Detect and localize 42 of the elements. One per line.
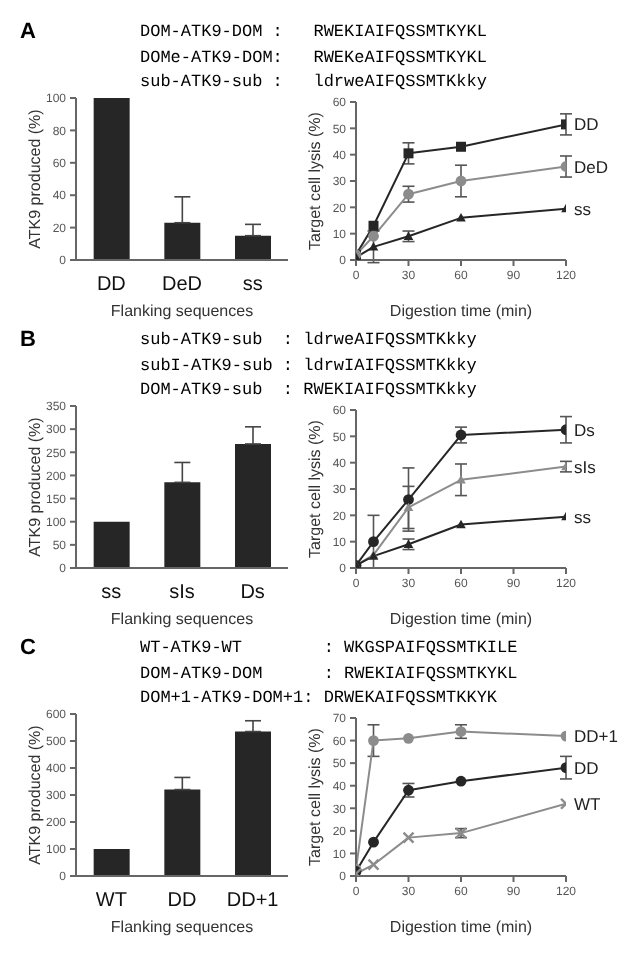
series-label: ss [574,198,591,219]
text: DOMe-ATK9-DOM: RWEKeAIFQSSMTKYKL [140,45,487,70]
x-axis-title: Flanking sequences [110,302,254,320]
series-label: ss [574,506,591,527]
text: sub-ATK9-sub : ldrweAIFQSSMTKkky [140,70,487,95]
series-label: Ds [574,419,595,440]
text: WT-ATK9-WT : WKGSPAIFQSSMTKILE [140,636,518,661]
text: A [20,20,36,44]
text: DOM-ATK9-DOM : RWEKIAIFQSSMTKYKL [140,20,487,45]
y-axis-title: Target cell lysis (%) [305,419,324,558]
text: DOM+1-ATK9-DOM+1: DRWEKAIFQSSMTKKYK [140,686,500,711]
y-axis-title: Target cell lysis (%) [305,727,324,866]
x-axis-title: Digestion time (min) [389,918,533,936]
x-axis-title: Flanking sequences [110,610,254,628]
series-label: DD [574,757,599,778]
y-axis-title: ATK9 produced (%) [25,416,44,557]
x-tick-label: DD+1 [226,890,280,913]
x-tick-label: WT [95,890,127,913]
x-tick-label: DD [167,890,197,913]
x-tick-label: DD [96,274,126,297]
y-axis-title: ATK9 produced (%) [25,724,44,865]
series-label: sIs [574,456,596,477]
y-axis-title: ATK9 produced (%) [25,108,44,249]
series-label: DeD [574,156,609,177]
y-axis-title: Target cell lysis (%) [305,111,324,250]
x-tick-label: DeD [161,274,203,297]
x-axis-title: Flanking sequences [110,918,254,936]
text: C [20,636,36,660]
x-tick-label: Ds [240,582,265,605]
x-tick-label: sIs [169,582,195,605]
text: B [20,328,36,352]
text: DOM-ATK9-DOM : RWEKIAIFQSSMTKYKL [140,661,518,686]
text: sub-ATK9-sub : ldrweAIFQSSMTKkky [140,328,477,353]
text: DOM-ATK9-sub : RWEKIAIFQSSMTKkky [140,378,477,403]
x-tick-label: ss [101,582,122,605]
x-axis-title: Digestion time (min) [389,610,533,628]
x-tick-label: ss [242,274,263,297]
series-label: WT [574,793,601,814]
series-label: DD [574,114,599,135]
text: subI-ATK9-sub : ldrwIAIFQSSMTKkky [140,353,477,378]
x-axis-title: Digestion time (min) [389,302,533,320]
series-label: DD+1 [574,726,619,747]
